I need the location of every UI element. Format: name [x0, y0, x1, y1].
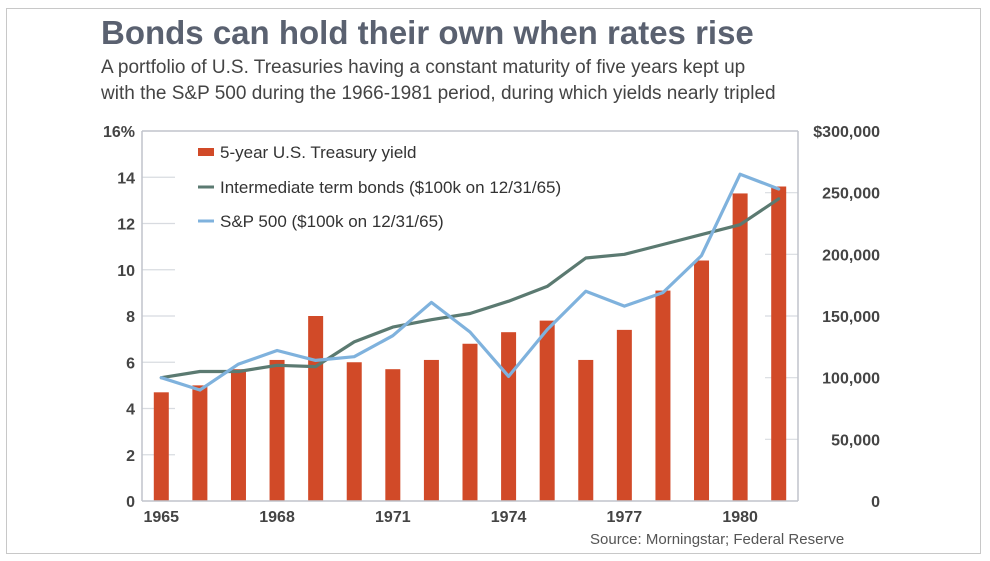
- x-axis-ticks: 1965 1968 1971 1974 1977 1980: [143, 509, 758, 526]
- left-tick-label: 0: [126, 494, 135, 511]
- bar-1972: [423, 359, 439, 501]
- bar-1969: [308, 316, 324, 501]
- right-axis-ticks: 0 50,000 100,000 150,000 200,000 250,000 $300,…: [813, 124, 880, 511]
- bar-1979: [694, 260, 710, 501]
- subtitle-line-1: A portfolio of U.S. Treasuries having a …: [101, 57, 746, 78]
- x-tick-label: 1968: [259, 509, 295, 526]
- bonds-line: [159, 197, 781, 380]
- chart-subtitle: A portfolio of U.S. Treasuries having a …: [101, 55, 776, 107]
- x-tick-label: 1965: [143, 509, 179, 526]
- bar-1965: [153, 392, 169, 501]
- left-tick-label: 6: [126, 355, 135, 372]
- bars: [153, 186, 787, 501]
- legend-swatch-treasury: [198, 148, 214, 156]
- right-tick-label: $300,000: [813, 124, 880, 141]
- x-tick-label: 1974: [491, 509, 527, 526]
- legend: 5-year U.S. Treasury yield Intermediate t…: [198, 143, 561, 231]
- axes: [141, 130, 799, 502]
- left-tick-label: 10: [117, 263, 135, 280]
- left-tick-label: 16%: [103, 124, 135, 141]
- right-tick-label: 100,000: [822, 371, 880, 388]
- bar-1978: [655, 290, 671, 501]
- lines: [159, 172, 781, 392]
- bar-1967: [230, 369, 246, 501]
- bar-1980: [732, 193, 748, 501]
- bar-1973: [462, 343, 478, 501]
- left-axis-ticks: 0 2 4 6 8 10 12 14 16%: [103, 124, 135, 511]
- left-tick-label: 12: [117, 217, 135, 234]
- bar-1977: [616, 329, 632, 501]
- right-tick-label: 150,000: [822, 309, 880, 326]
- source-note: Source: Morningstar; Federal Reserve: [590, 531, 845, 548]
- x-tick-label: 1980: [722, 509, 758, 526]
- legend-label: S&P 500 ($100k on 12/31/65): [220, 212, 444, 231]
- bar-1981: [771, 186, 787, 501]
- right-tick-label: 250,000: [822, 186, 880, 203]
- chart-title: Bonds can hold their own when rates rise: [101, 14, 754, 51]
- legend-label: Intermediate term bonds ($100k on 12/31/…: [220, 178, 561, 197]
- bar-1970: [346, 362, 362, 501]
- bar-1971: [385, 369, 401, 501]
- left-tick-label: 8: [126, 309, 135, 326]
- left-tick-label: 4: [126, 402, 135, 419]
- left-tick-label: 14: [117, 170, 135, 187]
- bar-1966: [192, 385, 208, 501]
- x-tick-label: 1977: [607, 509, 643, 526]
- sp500-line: [159, 172, 781, 392]
- right-tick-label: 0: [871, 494, 880, 511]
- bar-1974: [501, 332, 517, 501]
- right-tick-label: 50,000: [831, 432, 880, 449]
- bar-1975: [539, 320, 555, 501]
- bar-1968: [269, 359, 285, 501]
- right-tick-label: 200,000: [822, 247, 880, 264]
- subtitle-line-2: with the S&P 500 during the 1966-1981 pe…: [101, 83, 776, 104]
- legend-label: 5-year U.S. Treasury yield: [220, 143, 417, 162]
- bar-1976: [578, 359, 594, 501]
- x-tick-label: 1971: [375, 509, 411, 526]
- left-tick-label: 2: [126, 448, 135, 465]
